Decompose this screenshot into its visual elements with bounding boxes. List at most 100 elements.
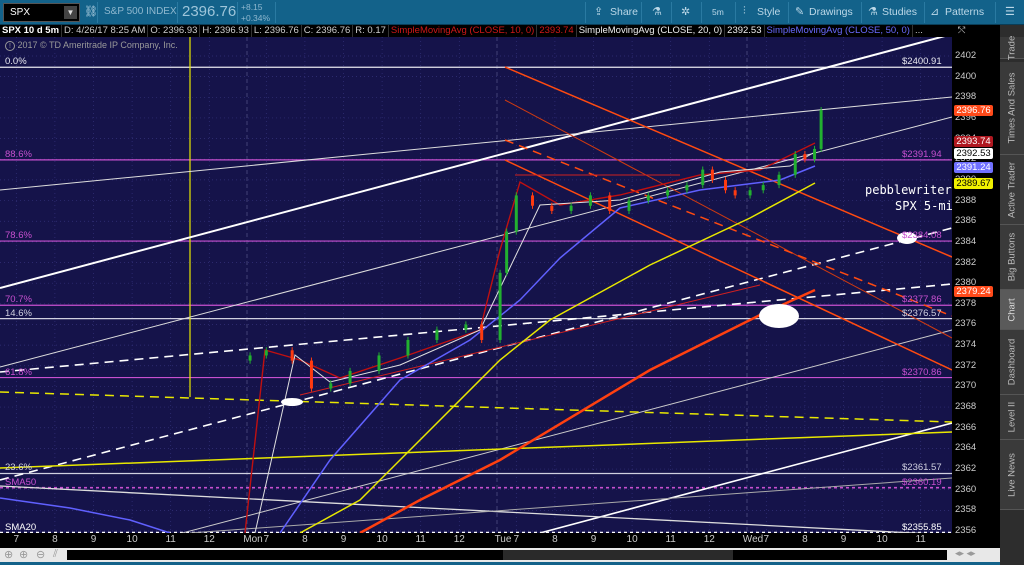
price-axis[interactable]: 2402240023982396239423922390238823862384… xyxy=(952,37,1000,536)
sma50-label[interactable]: SimpleMovingAvg (CLOSE, 50, 0) xyxy=(765,25,913,37)
more-studies[interactable]: ... xyxy=(914,25,923,36)
pencil-icon[interactable]: ✎ xyxy=(795,6,805,18)
sma10-label[interactable]: SimpleMovingAvg (CLOSE, 10, 0) xyxy=(389,25,538,37)
side-tab-live-news[interactable]: Live News xyxy=(1000,440,1024,510)
price-tick: 2398 xyxy=(955,91,977,103)
time-tick: 7 xyxy=(263,534,270,545)
side-tab-label: Times And Sales xyxy=(1006,72,1018,144)
gear-icon[interactable]: ✲ xyxy=(681,6,691,18)
zoom-out-icon[interactable]: ⊖ xyxy=(36,549,46,561)
candle-body xyxy=(569,205,573,211)
candle-body xyxy=(710,169,714,180)
footer-strip xyxy=(0,562,1000,565)
price-tick: 2386 xyxy=(955,215,977,227)
chart-area[interactable]: ! 2017 © TD Ameritrade IP Company, Inc. … xyxy=(0,37,952,533)
side-tab-label: Active Trader xyxy=(1006,161,1018,218)
style-button[interactable]: Style xyxy=(757,6,781,18)
symbol-selector[interactable]: SPX ▼ xyxy=(3,3,80,22)
sma20-value: 2392.53 xyxy=(725,25,765,37)
side-tab-times-and-sales[interactable]: Times And Sales xyxy=(1000,62,1024,155)
chart-title: SPX 10 d 5m xyxy=(0,25,63,37)
price-tick: 2396 xyxy=(955,111,977,123)
trendline xyxy=(0,485,926,533)
trendline xyxy=(504,66,952,258)
toolbar: SPX ▼ ⛓ S&P 500 INDEX 2396.76 +8.15 +0.34… xyxy=(0,0,1024,25)
fib-level-price: $2355.85 xyxy=(902,521,942,533)
scrollbar-thumb[interactable] xyxy=(503,550,733,560)
price-tick: 2388 xyxy=(955,194,977,206)
side-tab-active-trader[interactable]: Active Trader xyxy=(1000,155,1024,225)
axis-settings-icon[interactable]: ⤲ xyxy=(952,25,1000,37)
time-tick: 8 xyxy=(302,534,308,545)
time-tick: Tue xyxy=(494,534,512,545)
share-button[interactable]: Share xyxy=(610,6,639,18)
sma20-label[interactable]: SimpleMovingAvg (CLOSE, 20, 0) xyxy=(577,25,726,37)
price-tick: 2378 xyxy=(955,297,977,309)
price-badge: 2393.74 xyxy=(954,135,993,147)
fib-level-price: $2377.86 xyxy=(902,294,942,306)
price-badge: 2391.24 xyxy=(954,161,993,173)
price-change: +8.15 xyxy=(241,2,263,12)
fib-level-pct: 78.6% xyxy=(5,230,32,242)
link-icon[interactable]: ⛓ xyxy=(84,6,98,18)
trendline xyxy=(0,227,952,481)
fib-level-price: $2376.57 xyxy=(902,307,942,319)
candle-body xyxy=(290,350,294,361)
copyright-notice: ! 2017 © TD Ameritrade IP Company, Inc. xyxy=(5,40,178,51)
sma20-line xyxy=(254,151,816,533)
fib-level-price: $2360.19 xyxy=(902,476,942,488)
candle-body xyxy=(761,185,765,191)
fib-levels xyxy=(0,66,952,533)
patterns-icon[interactable]: ⊿ xyxy=(930,6,940,18)
side-tab-trade[interactable]: Trade xyxy=(1000,35,1024,60)
fib-level-price: $2400.91 xyxy=(902,56,942,68)
candle-body xyxy=(793,154,797,175)
candle-body xyxy=(514,195,518,232)
patterns-button[interactable]: Patterns xyxy=(945,6,985,18)
share-icon[interactable]: ⇪ xyxy=(594,6,604,18)
trendline xyxy=(299,284,761,396)
price-tick: 2360 xyxy=(955,483,977,495)
info-icon: ! xyxy=(5,41,15,51)
studies-flask-icon[interactable]: ⚗ xyxy=(868,6,878,18)
trendline xyxy=(0,116,952,368)
time-tick: 11 xyxy=(165,534,176,545)
time-axis[interactable]: 7 8 9 10 11 12 Mon 7 8 9 10 11 12 Tue 7 8 9 10 11 12 Wed 7 8 9 1… xyxy=(0,533,952,548)
highlight-ellipse xyxy=(897,232,917,244)
price-tick: 2368 xyxy=(955,401,977,413)
scroll-arrows-icon[interactable]: ◂▸ ◂▸ xyxy=(955,548,976,558)
time-tick: 9 xyxy=(340,534,347,545)
candle-body xyxy=(803,154,807,160)
side-tab-chart[interactable]: Chart xyxy=(1000,290,1024,330)
price-tick: 2374 xyxy=(955,339,977,351)
crosshair-icon[interactable]: ⊕ xyxy=(4,549,14,561)
symbol-value: SPX xyxy=(10,7,31,18)
drawing-lines-icon[interactable]: ⫽ xyxy=(53,548,58,560)
candle-body xyxy=(777,174,781,186)
time-tick: 9 xyxy=(90,534,97,545)
chevron-down-icon[interactable]: ▼ xyxy=(64,6,77,19)
zoom-in-icon[interactable]: ⊕ xyxy=(19,549,29,561)
time-tick: 9 xyxy=(590,534,597,545)
fib-level-pct: 23.6% xyxy=(5,462,32,474)
list-menu-icon[interactable]: ☰ xyxy=(1005,6,1015,18)
time-tick: 7 xyxy=(13,534,20,545)
studies-button[interactable]: Studies xyxy=(882,6,918,18)
timeframe-button[interactable]: 5m xyxy=(712,7,724,17)
side-tab-big-buttons[interactable]: Big Buttons xyxy=(1000,225,1024,290)
fib-level-pct: 88.6% xyxy=(5,148,32,160)
bar-open: O: 2396.93 xyxy=(148,25,201,37)
candle-body xyxy=(480,324,484,340)
price-tick: 2376 xyxy=(955,318,977,330)
side-tab-dashboard[interactable]: Dashboard xyxy=(1000,330,1024,395)
trendline xyxy=(0,283,952,373)
candle-style-icon[interactable]: ⫶ xyxy=(743,5,746,17)
drawings-button[interactable]: Drawings xyxy=(809,6,853,18)
flask-icon[interactable]: ⚗ xyxy=(652,6,662,18)
trendline xyxy=(0,96,952,191)
last-price: 2396.76 xyxy=(182,3,237,20)
price-tick: 2402 xyxy=(955,50,977,61)
price-tick: 2366 xyxy=(955,421,977,433)
time-tick: 12 xyxy=(203,534,215,545)
side-tab-level-ii[interactable]: Level II xyxy=(1000,395,1024,440)
